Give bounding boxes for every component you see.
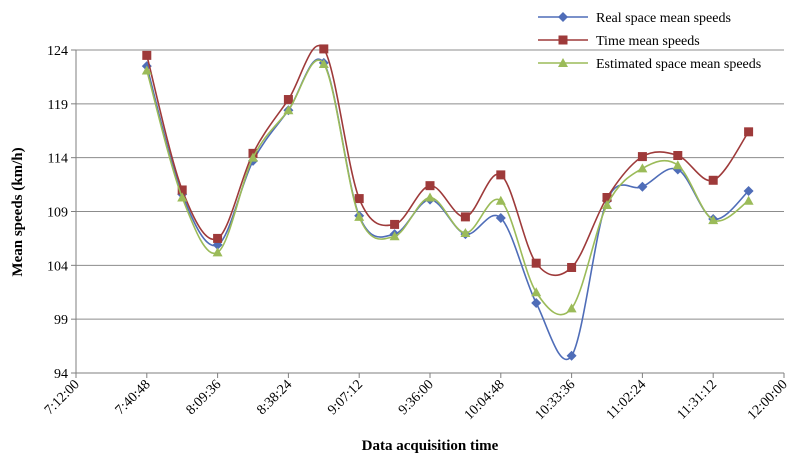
x-tick-label: 9:36:00 bbox=[396, 377, 437, 418]
data-point-square bbox=[142, 50, 152, 60]
legend-label: Time mean speeds bbox=[596, 34, 700, 49]
legend: Real space mean speeds Time mean speeds … bbox=[538, 11, 761, 72]
data-point-triangle bbox=[460, 228, 471, 238]
data-point-triangle bbox=[248, 152, 258, 162]
data-point-triangle bbox=[566, 303, 577, 313]
data-point-square bbox=[283, 95, 293, 105]
data-point-diamond bbox=[566, 350, 577, 361]
x-tick-label: 10:33:36 bbox=[533, 377, 579, 423]
data-point-triangle bbox=[354, 211, 365, 221]
data-point-triangle bbox=[495, 195, 506, 205]
data-point-triangle bbox=[318, 58, 329, 68]
axes bbox=[75, 50, 784, 374]
data-point-diamond bbox=[743, 186, 754, 197]
series bbox=[141, 44, 754, 361]
data-point-square bbox=[673, 151, 683, 161]
legend-label: Real space mean speeds bbox=[596, 11, 731, 26]
legend-item-real-space: Real space mean speeds bbox=[538, 11, 731, 26]
data-point-triangle bbox=[425, 192, 435, 202]
data-point-square bbox=[390, 219, 400, 229]
x-tick-label: 10:04:48 bbox=[462, 377, 508, 423]
legend-marker-triangle bbox=[558, 58, 568, 67]
data-point-triangle bbox=[672, 160, 683, 170]
data-point-square bbox=[496, 170, 506, 180]
legend-marker-square bbox=[558, 35, 568, 45]
data-point-diamond bbox=[531, 298, 542, 309]
data-point-square bbox=[460, 212, 470, 222]
data-point-triangle bbox=[283, 105, 294, 115]
x-tick-label: 9:07:12 bbox=[325, 377, 366, 418]
data-point-triangle bbox=[177, 192, 188, 202]
data-point-diamond bbox=[495, 212, 506, 223]
series-3 bbox=[141, 58, 754, 316]
y-tick-label: 94 bbox=[54, 367, 68, 382]
x-tick-label: 7:40:48 bbox=[113, 377, 154, 418]
data-point-square bbox=[177, 185, 187, 195]
data-point-triangle bbox=[708, 215, 719, 225]
x-tick-label: 8:38:24 bbox=[254, 377, 295, 418]
series-2 bbox=[142, 44, 754, 277]
y-tick-label: 109 bbox=[47, 206, 68, 221]
data-point-triangle bbox=[212, 247, 223, 257]
legend-marker-diamond bbox=[558, 12, 568, 22]
legend-item-estimated-space: Estimated space mean speeds bbox=[538, 57, 761, 72]
series-line bbox=[146, 59, 750, 316]
data-point-square bbox=[319, 44, 329, 54]
legend-label: Estimated space mean speeds bbox=[596, 57, 761, 72]
x-tick-label: 7:12:00 bbox=[42, 377, 83, 418]
data-point-square bbox=[354, 194, 364, 204]
y-axis-title: Mean speeds (km/h) bbox=[10, 147, 26, 276]
data-point-square bbox=[567, 262, 577, 272]
data-point-triangle bbox=[531, 287, 542, 297]
data-point-triangle bbox=[141, 65, 152, 75]
legend-item-time-mean: Time mean speeds bbox=[538, 34, 700, 49]
x-tick-labels: 7:12:00 7:40:48 8:09:36 8:38:24 9:07:12 9:36:… bbox=[42, 377, 791, 423]
data-point-triangle bbox=[743, 195, 754, 205]
data-point-square bbox=[744, 127, 754, 137]
series-line bbox=[146, 45, 750, 277]
data-point-square bbox=[425, 181, 435, 191]
y-tick-label: 114 bbox=[48, 152, 68, 167]
y-tick-label: 104 bbox=[47, 259, 68, 274]
data-point-triangle bbox=[602, 200, 612, 210]
data-point-diamond bbox=[637, 181, 648, 192]
data-point-square bbox=[213, 233, 223, 243]
y-tick-label: 99 bbox=[54, 313, 68, 328]
y-tick-label: 119 bbox=[48, 98, 68, 113]
data-point-square bbox=[602, 193, 612, 203]
data-point-square bbox=[637, 152, 647, 162]
x-tick-label: 11:02:24 bbox=[604, 377, 649, 422]
y-tick-label: 124 bbox=[47, 44, 68, 59]
data-point-square bbox=[708, 175, 718, 185]
x-tick-label: 8:09:36 bbox=[184, 377, 225, 418]
gridlines bbox=[71, 49, 785, 378]
y-tick-labels: 94 99 104 109 114 119 124 bbox=[47, 44, 68, 382]
data-point-triangle bbox=[389, 231, 400, 241]
data-point-triangle bbox=[637, 163, 648, 173]
x-tick-label: 12:00:00 bbox=[745, 377, 791, 423]
x-tick-label: 11:31:12 bbox=[675, 377, 720, 422]
x-axis-title: Data acquisition time bbox=[362, 438, 499, 454]
data-point-square bbox=[531, 258, 541, 268]
